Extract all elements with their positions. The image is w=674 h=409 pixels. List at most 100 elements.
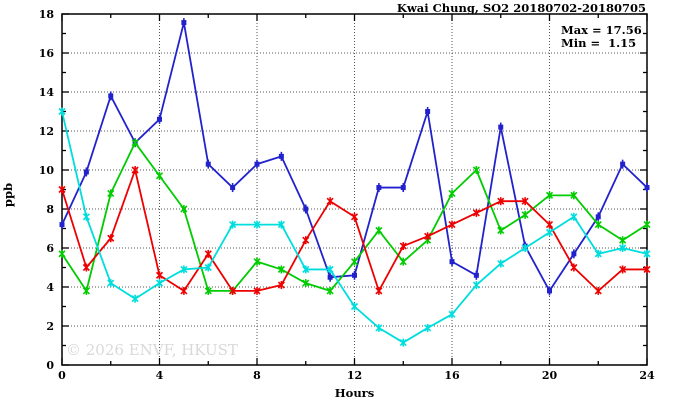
station-red-point (399, 242, 407, 251)
station-red-point (619, 265, 627, 274)
y-tick-label: 12 (39, 125, 54, 138)
station-green-point (302, 279, 310, 288)
station-cyan-point (448, 310, 456, 319)
station-red-point (58, 185, 66, 194)
station-red-point (326, 197, 334, 206)
station-green-point (58, 249, 66, 258)
y-tick-label: 4 (46, 281, 54, 294)
y-tick-label: 10 (39, 164, 55, 177)
station-red-point (570, 263, 578, 272)
station-cyan-point (399, 338, 407, 347)
station-red-point (497, 197, 505, 206)
station-cyan-point (472, 281, 480, 290)
station-red-point (277, 281, 285, 290)
station-green-point (350, 257, 359, 266)
station-green-point (570, 191, 578, 200)
max-value-label: Max = 17.56 (561, 23, 642, 37)
x-tick-label: 12 (347, 369, 362, 382)
station-green-point (82, 286, 90, 295)
station-cyan-point (277, 220, 285, 229)
station-green-point (545, 191, 554, 200)
station-cyan-point (497, 259, 505, 268)
station-green-point (521, 210, 529, 219)
y-tick-label: 8 (46, 203, 54, 216)
station-cyan-point (58, 107, 66, 116)
station-red-point (545, 220, 554, 229)
station-green-point (399, 257, 407, 266)
x-tick-label: 4 (156, 369, 164, 382)
station-cyan-point (570, 212, 578, 221)
station-cyan-point (424, 323, 432, 332)
station-green-point (253, 257, 261, 266)
x-tick-label: 16 (444, 369, 460, 382)
plot-border (61, 13, 648, 366)
station-cyan-point (619, 244, 627, 252)
station-cyan-point (155, 279, 164, 288)
station-cyan-point (82, 212, 90, 221)
station-green-point (180, 205, 188, 213)
station-cyan-point (375, 323, 383, 332)
station-red-point (131, 166, 139, 174)
max-min-annotation: Max = 17.56 Min = 1.15 (561, 24, 642, 50)
x-tick-label: 20 (542, 369, 558, 382)
station-green-point (497, 226, 505, 235)
station-red-point (424, 232, 432, 241)
station-green-point (155, 171, 164, 180)
x-tick-label: 0 (58, 369, 66, 382)
station-cyan-point (302, 265, 310, 274)
y-tick-label: 14 (39, 86, 55, 99)
y-tick-label: 2 (46, 320, 54, 333)
station-green-point (448, 189, 456, 198)
station-cyan-point (326, 265, 334, 274)
x-tick-label: 8 (253, 369, 261, 382)
station-green-point (326, 286, 334, 295)
station-cyan-point (107, 279, 115, 288)
station-red-point (448, 220, 456, 229)
station-cyan-point (131, 294, 139, 303)
station-red-point (375, 286, 383, 295)
station-red-point (253, 286, 261, 295)
y-tick-label: 16 (39, 47, 55, 60)
station-green-point (375, 226, 383, 235)
station-red-point (350, 212, 359, 221)
station-red-point (82, 263, 90, 272)
station-green-point (594, 220, 602, 229)
watermark: © 2026 ENVF, HKUST (66, 341, 238, 359)
station-red-point (643, 265, 651, 274)
station-red-point (521, 197, 529, 206)
station-cyan-point (229, 220, 237, 229)
station-cyan-point (521, 244, 529, 252)
station-cyan-point (204, 263, 212, 272)
station-green-point (472, 166, 480, 174)
station-green-point (277, 265, 285, 274)
station-green-point (204, 286, 212, 295)
station-cyan-point (594, 249, 602, 258)
station-red-point (594, 286, 602, 295)
station-cyan-point (180, 265, 188, 274)
station-red-point (107, 234, 115, 243)
station-red-point (155, 271, 164, 280)
station-cyan-point (545, 228, 554, 237)
y-tick-label: 0 (46, 359, 54, 372)
station-green-point (131, 138, 139, 147)
station-red-point (180, 286, 188, 295)
station-red-point (302, 236, 310, 245)
y-tick-label: 6 (46, 242, 54, 255)
station-cyan-point (253, 220, 261, 229)
chart-title: Kwai Chung, SO2 20180702-20180705 (396, 1, 646, 15)
x-tick-label: 24 (639, 369, 655, 382)
station-green-point (107, 189, 115, 198)
station-red-point (472, 208, 480, 217)
station-red-point (229, 286, 237, 295)
station-cyan-point (350, 302, 359, 311)
station-red-point (204, 249, 212, 258)
station-green-point (619, 236, 627, 245)
station-green-point (643, 220, 651, 229)
y-tick-label: 18 (39, 8, 55, 21)
x-axis-label: Hours (334, 386, 375, 400)
min-value-label: Min = 1.15 (561, 36, 637, 50)
y-axis-label: ppb (1, 182, 15, 208)
station-cyan-point (643, 249, 651, 258)
